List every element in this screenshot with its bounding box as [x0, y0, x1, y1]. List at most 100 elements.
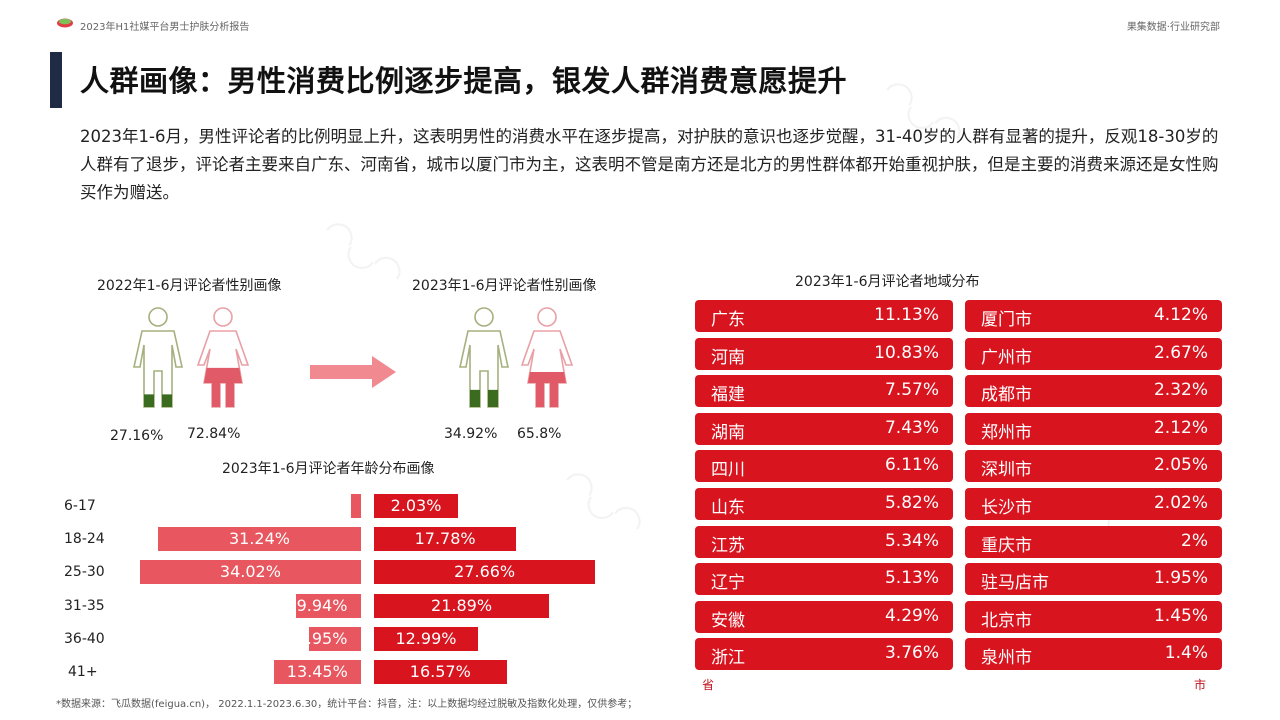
- age-bar-right: [374, 660, 507, 684]
- city-value: 1.45%: [1153, 605, 1208, 626]
- city-value: 2.02%: [1153, 493, 1208, 513]
- province-name: 四川: [711, 460, 745, 481]
- age-category-label: 6-17: [64, 498, 96, 514]
- city-name: 长沙市: [981, 498, 1032, 518]
- age-bar-right: [374, 626, 478, 651]
- age-bar-left-label: 9.94%: [296, 595, 348, 615]
- city-name: 郑州市: [981, 422, 1032, 443]
- province-name: 辽宁: [711, 573, 745, 594]
- summary-paragraph: 2023年1-6月，男性评论者的比例明显上升，这表明男性的消费水平在逐步提高，对…: [80, 127, 1219, 202]
- city-value: 1.95%: [1153, 568, 1208, 589]
- province-value: 5.82%: [884, 493, 939, 513]
- male-figure-2022-icon: [133, 307, 183, 408]
- province-row: 浙江 3.76%: [695, 638, 953, 671]
- province-value: 5.34%: [884, 530, 939, 551]
- age-bar-left-label: 13.45%: [286, 662, 348, 681]
- title-accent-gap: [62, 52, 68, 108]
- page-title: 人群画像：男性消费比例逐步提高，银发人群消费意愿提升: [80, 64, 848, 98]
- age-bar-left-label: 34.02%: [219, 562, 281, 582]
- gender-2022-title: 2022年1-6月评论者性别画像: [97, 278, 282, 294]
- age-bar-right-label: 2.03%: [390, 496, 442, 515]
- city-value: 2.12%: [1153, 417, 1208, 438]
- age-bar-right-label: 12.99%: [395, 628, 457, 648]
- city-name: 重庆市: [981, 535, 1032, 556]
- province-name: 江苏: [711, 535, 745, 556]
- age-bar-right: [374, 560, 596, 585]
- province-name: 福建: [711, 385, 745, 406]
- arrow-right-icon: [310, 356, 396, 388]
- city-name: 深圳市: [981, 460, 1032, 481]
- age-bar-left: [157, 527, 361, 552]
- gender-2023-title: 2023年1-6月评论者性别画像: [412, 278, 597, 294]
- female-figure-2022-icon: [196, 307, 250, 408]
- city-name: 驻马店市: [981, 573, 1049, 594]
- age-category-label: 31-35: [64, 597, 105, 614]
- province-name: 浙江: [711, 648, 745, 669]
- province-value: 10.83%: [874, 342, 939, 363]
- age-bar-left-label: 31.24%: [228, 529, 290, 549]
- city-value: 1.4%: [1164, 643, 1208, 664]
- city-row: 郑州市 2.12%: [965, 412, 1222, 445]
- city-row: 泉州市 1.4%: [965, 638, 1222, 671]
- age-bar-left: [273, 660, 361, 684]
- age-category-label: 18-24: [64, 531, 105, 548]
- province-name: 安徽: [711, 610, 745, 631]
- city-name: 广州市: [981, 347, 1032, 368]
- province-value: 7.43%: [884, 417, 939, 438]
- footnote: *数据来源：飞瓜数据(feigua.cn)， 2022.1.1-2023.6.3…: [56, 699, 638, 710]
- age-bar-right-label: 16.57%: [409, 662, 471, 681]
- male-figure-2023-icon: [459, 307, 509, 408]
- province-row: 山东 5.82%: [695, 488, 953, 520]
- city-name: 厦门市: [981, 310, 1032, 330]
- male-pct-2022: 27.16%: [110, 428, 164, 444]
- province-value: 7.57%: [884, 380, 939, 401]
- province-value: 4.29%: [884, 605, 939, 626]
- org-name: 果集数据·行业研究部: [1126, 22, 1220, 33]
- brand-logo-icon: [57, 18, 73, 28]
- female-figure-2023-icon: [520, 307, 574, 408]
- age-chart: 6-17 1.49% 2.03% 18-24 31.24% 17.78% 25-30 34.0…: [64, 494, 596, 684]
- province-value: 5.13%: [884, 568, 939, 589]
- city-row: 重庆市 2%: [965, 525, 1222, 558]
- city-value: 2%: [1181, 530, 1208, 551]
- age-bar-right-label: 21.89%: [431, 595, 493, 615]
- city-row: 厦门市 4.12%: [965, 300, 1222, 332]
- province-value: 11.13%: [874, 305, 939, 325]
- city-row: 广州市 2.67%: [965, 337, 1222, 370]
- province-value: 3.76%: [884, 643, 939, 664]
- province-row: 安徽 4.29%: [695, 600, 953, 633]
- region-chart-title: 2023年1-6月评论者地域分布: [795, 274, 980, 290]
- city-row: 驻马店市 1.95%: [965, 563, 1222, 596]
- age-bar-left: [309, 626, 361, 651]
- city-row: 长沙市 2.02%: [965, 488, 1222, 520]
- city-value: 2.67%: [1153, 342, 1208, 363]
- age-bar-right: [374, 527, 517, 552]
- age-category-label: 41+: [68, 664, 98, 680]
- city-axis-label: 市: [1194, 678, 1207, 692]
- age-bar-right: [374, 593, 550, 618]
- province-row: 四川 6.11%: [695, 450, 953, 483]
- city-name: 北京市: [981, 610, 1032, 631]
- city-row: 北京市 1.45%: [965, 600, 1222, 633]
- province-row: 广东 11.13%: [695, 300, 953, 332]
- city-row: 成都市 2.32%: [965, 375, 1222, 408]
- province-axis-label: 省: [702, 678, 715, 692]
- age-category-label: 25-30: [64, 564, 105, 581]
- city-value: 4.12%: [1153, 305, 1208, 325]
- city-row: 深圳市 2.05%: [965, 450, 1222, 483]
- age-bar-left: [296, 593, 361, 618]
- province-name: 广东: [711, 310, 745, 330]
- report-title: 2023年H1社媒平台男士护肤分析报告: [80, 22, 250, 33]
- male-pct-2023: 34.92%: [444, 426, 498, 442]
- province-name: 湖南: [711, 422, 745, 443]
- title-accent-bar: [50, 52, 62, 108]
- city-name: 泉州市: [981, 648, 1032, 669]
- province-row: 辽宁 5.13%: [695, 563, 953, 596]
- city-name: 成都市: [981, 385, 1032, 406]
- female-pct-2022: 72.84%: [187, 426, 241, 442]
- province-row: 河南 10.83%: [695, 337, 953, 370]
- age-bar-left: [139, 560, 361, 585]
- province-row: 福建 7.57%: [695, 375, 953, 408]
- age-bar-left-label: 1.49%: [296, 496, 348, 515]
- province-row: 江苏 5.34%: [695, 525, 953, 558]
